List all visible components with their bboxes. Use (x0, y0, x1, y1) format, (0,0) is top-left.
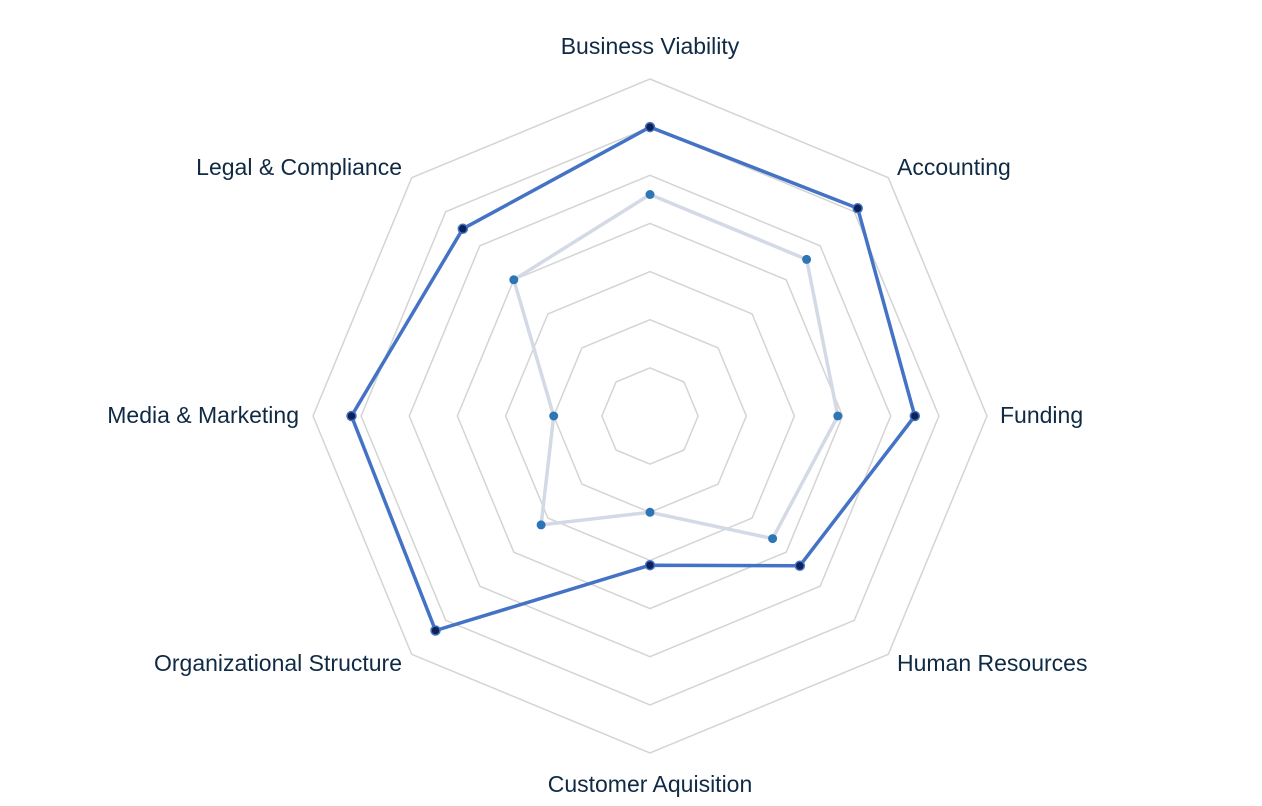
grid-ring-3 (504, 270, 796, 562)
grid-ring-2 (552, 318, 748, 514)
axis-label-business-viability: Business Viability (561, 33, 740, 59)
grid-ring-1 (601, 367, 699, 465)
axis-label-accounting: Accounting (897, 154, 1011, 180)
series-2-point-4 (768, 534, 778, 544)
grid-ring-7 (312, 78, 988, 754)
series-2-point-3 (833, 411, 843, 421)
grid-ring-5 (408, 174, 892, 658)
series-2-point-1 (645, 190, 655, 199)
series-2-point-8 (509, 275, 519, 285)
series-2-point-7 (549, 411, 559, 421)
radar-series (346, 121, 921, 636)
series-1-point-5 (644, 559, 656, 571)
series-2-point-6 (536, 520, 546, 530)
series-1-point-7 (346, 410, 357, 422)
series-1-point-8 (457, 223, 469, 235)
grid-ring-6 (360, 126, 940, 706)
axis-labels: Business Viability Accounting Funding Hu… (107, 33, 1087, 797)
axis-label-customer-aquisition: Customer Aquisition (548, 771, 753, 797)
grid-ring-4 (456, 222, 844, 610)
series-1-point-6 (430, 625, 441, 636)
series-1-point-2 (852, 203, 863, 214)
series-1-point-1 (644, 121, 656, 133)
series-1-point-3 (909, 410, 921, 422)
series-1-point-4 (794, 560, 806, 572)
radar-grid (312, 78, 988, 754)
series-2-line (512, 192, 840, 541)
series-2-point-2 (802, 254, 812, 264)
axis-label-media-marketing: Media & Marketing (107, 402, 299, 428)
axis-label-human-resources: Human Resources (897, 650, 1087, 676)
axis-label-legal-compliance: Legal & Compliance (196, 154, 402, 180)
series-2-point-5 (645, 507, 655, 517)
axis-label-funding: Funding (1000, 402, 1083, 428)
axis-label-organizational-structure: Organizational Structure (154, 650, 402, 676)
